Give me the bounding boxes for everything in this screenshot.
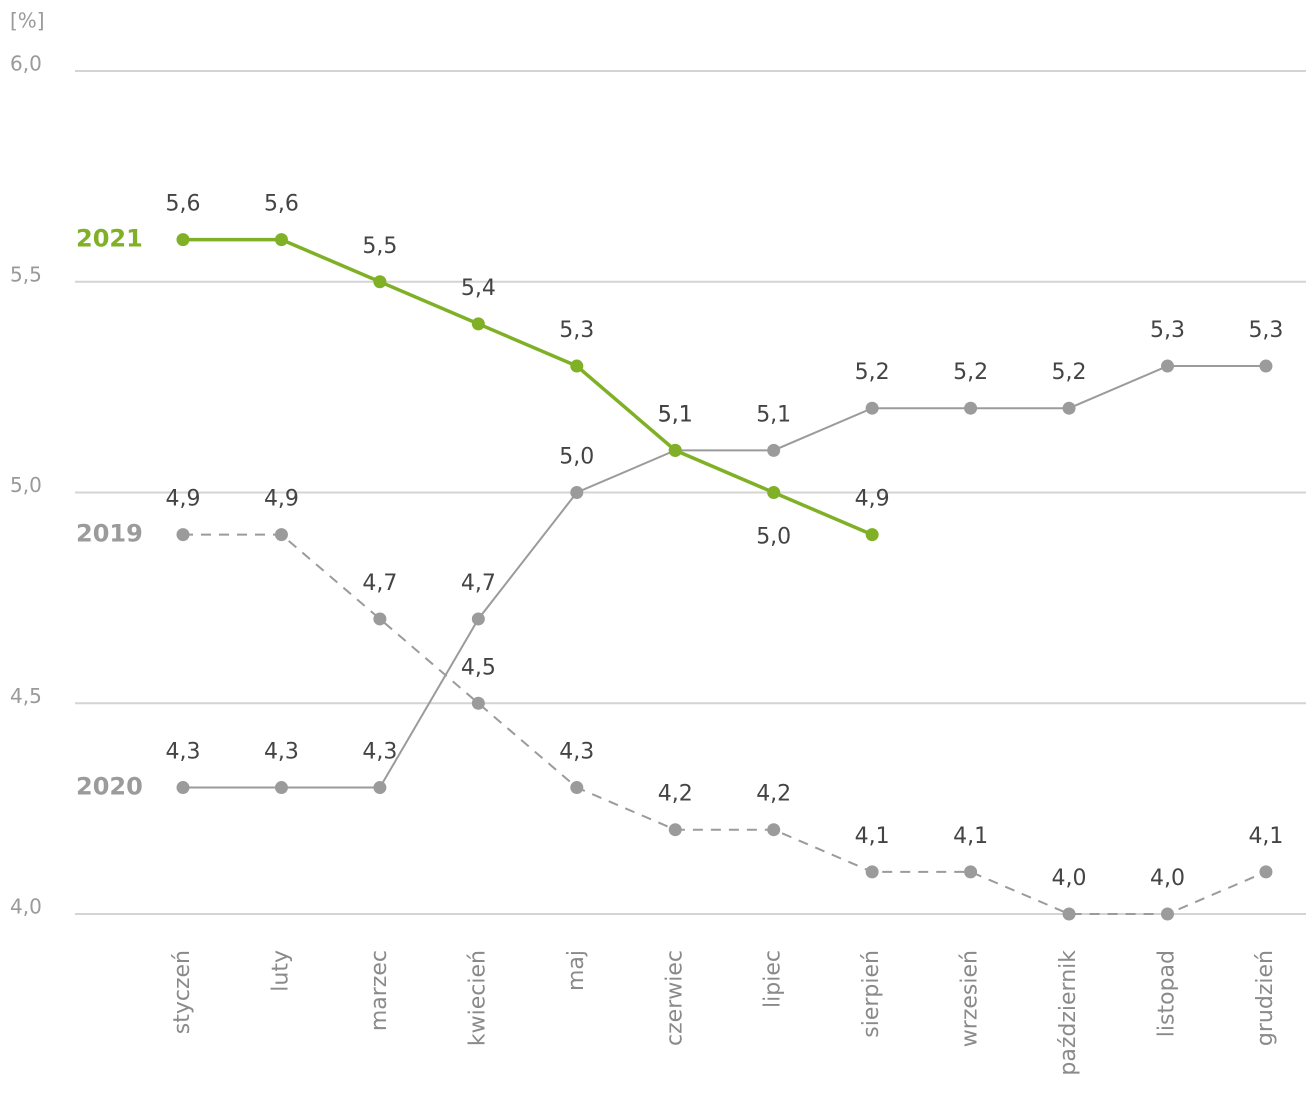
x-tick-label: styczeń (170, 950, 195, 1034)
data-label: 4,9 (264, 487, 299, 512)
data-point (1161, 907, 1174, 921)
data-label: 4,3 (166, 740, 201, 765)
data-label: 4,7 (461, 571, 496, 596)
data-label: 4,5 (461, 655, 496, 680)
data-point (865, 865, 879, 879)
data-label: 5,0 (559, 445, 594, 470)
data-point (767, 486, 781, 499)
data-label: 4,7 (362, 571, 397, 596)
x-tick-label: październik (1056, 950, 1081, 1076)
x-tick-label: grudzień (1253, 950, 1278, 1046)
data-point (274, 233, 288, 247)
data-label: 5,1 (658, 402, 693, 427)
y-axis-label: [%] (10, 9, 45, 33)
x-tick-label: wrzesień (958, 950, 983, 1047)
series-name: 2020 (76, 773, 143, 801)
data-label: 4,3 (264, 740, 299, 765)
data-label: 5,1 (756, 402, 791, 427)
data-label: 4,1 (1248, 824, 1283, 849)
data-label: 4,3 (559, 740, 594, 765)
data-point (1259, 865, 1273, 879)
data-point (1062, 401, 1076, 415)
data-point (1161, 359, 1174, 373)
data-label: 5,2 (1052, 360, 1087, 385)
x-tick-label: marzec (367, 950, 392, 1031)
data-point (964, 865, 978, 879)
data-label: 5,5 (362, 234, 397, 259)
data-label: 5,1 (658, 402, 693, 427)
data-point (767, 823, 781, 837)
data-point (865, 528, 879, 542)
data-label: 4,0 (1150, 866, 1185, 891)
series-line (183, 237, 873, 537)
x-tick-label: czerwiec (662, 950, 687, 1046)
series-name: 2021 (76, 225, 143, 253)
data-point (865, 401, 879, 415)
data-point (176, 233, 190, 247)
data-label: 4,2 (658, 782, 693, 807)
data-point (767, 443, 781, 457)
data-label: 4,0 (1052, 866, 1087, 891)
data-label: 5,2 (855, 360, 890, 385)
data-label: 5,2 (953, 360, 988, 385)
x-tick-label: lipiec (761, 950, 786, 1008)
data-point (373, 275, 387, 289)
data-label: 5,6 (264, 192, 299, 217)
data-label: 5,6 (166, 192, 201, 217)
data-point (471, 612, 485, 626)
data-point (668, 823, 682, 837)
data-label: 5,4 (461, 276, 496, 301)
data-label: 5,3 (559, 318, 594, 343)
data-point (373, 781, 387, 795)
data-point (1062, 907, 1076, 921)
data-point (373, 612, 387, 626)
data-point (570, 781, 584, 795)
data-point (964, 401, 978, 415)
series-line (183, 533, 1267, 915)
data-label: 4,3 (362, 740, 397, 765)
data-label: 4,9 (855, 487, 890, 512)
data-point (668, 443, 682, 457)
data-label: 4,1 (953, 824, 988, 849)
data-point (570, 486, 584, 499)
data-point (471, 317, 485, 331)
data-label: 4,2 (756, 782, 791, 807)
x-tick-label: maj (564, 950, 589, 991)
y-tick-label: 5,0 (10, 473, 42, 497)
series-name: 2019 (76, 520, 143, 548)
x-tick-label: luty (268, 950, 293, 992)
data-label: 5,3 (1248, 318, 1283, 343)
data-point (274, 528, 288, 542)
series-line (183, 365, 1266, 789)
data-point (176, 781, 190, 795)
data-point (176, 528, 190, 542)
data-label: 5,0 (756, 525, 791, 550)
y-tick-label: 5,5 (10, 262, 42, 286)
y-tick-label: 4,5 (10, 684, 42, 708)
x-tick-label: listopad (1155, 950, 1180, 1037)
data-point (274, 781, 288, 795)
x-tick-label: kwiecień (465, 950, 490, 1046)
y-tick-label: 4,0 (10, 895, 42, 919)
data-point (471, 696, 485, 710)
data-point (570, 359, 584, 373)
data-label: 4,1 (855, 824, 890, 849)
x-tick-label: sierpień (859, 950, 884, 1038)
data-point (1259, 359, 1273, 373)
y-tick-label: 6,0 (10, 52, 42, 76)
data-label: 5,3 (1150, 318, 1185, 343)
data-label: 4,9 (166, 487, 201, 512)
